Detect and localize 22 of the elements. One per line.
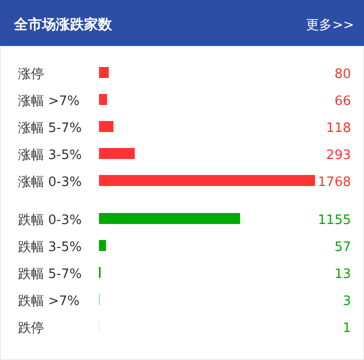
data-label: 57 [334,240,351,255]
y-tick-label: 跌幅 5-7% [18,267,82,282]
y-tick-label: 涨幅 3-5% [18,148,82,163]
data-label: 80 [334,67,351,82]
data-label: 1155 [318,213,351,228]
chart-title: 全市场涨跌家数 [13,16,113,33]
data-label: 293 [326,148,351,163]
data-label: 1768 [318,175,351,190]
data-label: 1 [342,321,351,336]
data-label: 13 [334,267,351,282]
text: 更多>> [306,18,354,33]
y-tick-label: 涨幅 >7% [18,94,80,109]
data-label: 66 [334,94,351,109]
y-tick-label: 跌幅 0-3% [18,213,82,228]
y-tick-label: 跌停 [18,321,44,336]
data-label: 118 [326,121,351,136]
y-tick-label: 涨幅 0-3% [18,175,82,190]
y-tick-label: 跌幅 3-5% [18,240,82,255]
y-tick-label: 跌幅 >7% [18,294,80,309]
data-label: 3 [342,294,351,309]
y-tick-label: 涨停 [18,67,44,82]
y-tick-label: 涨幅 5-7% [18,121,82,136]
